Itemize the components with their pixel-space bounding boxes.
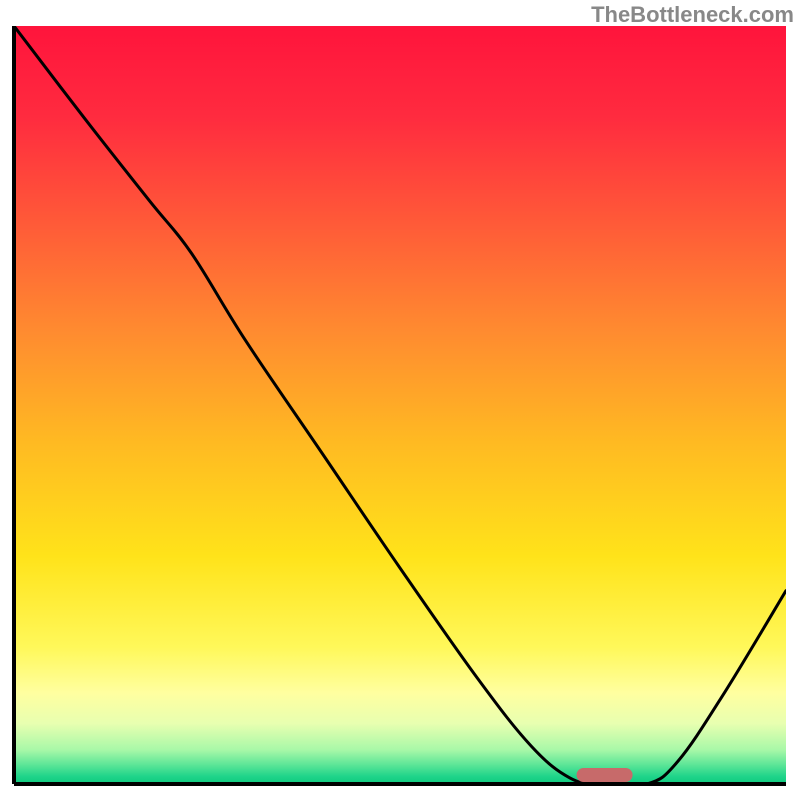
- bottleneck-chart: [0, 0, 800, 800]
- watermark-label: TheBottleneck.com: [591, 2, 794, 28]
- optimal-marker: [577, 768, 633, 782]
- plot-background: [14, 26, 786, 784]
